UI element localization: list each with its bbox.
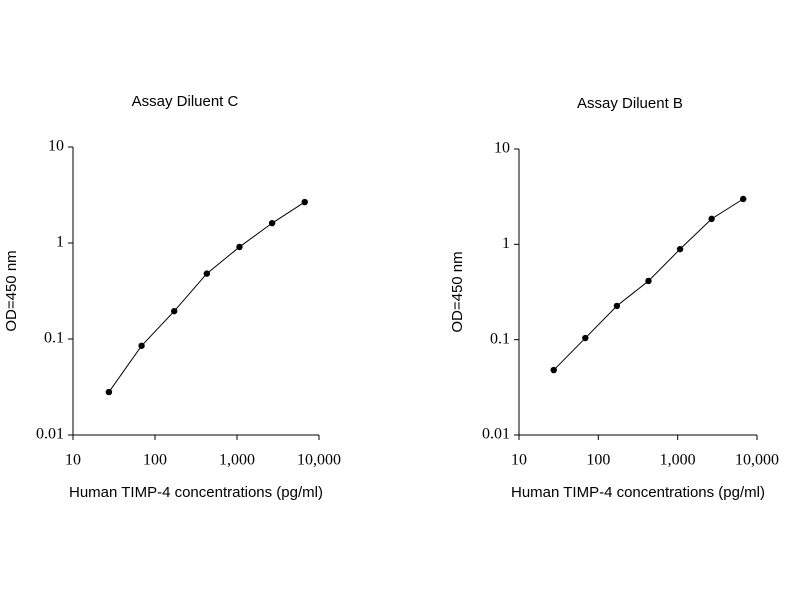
y-tick-label: 0.1 xyxy=(490,330,510,347)
data-point xyxy=(613,302,621,310)
y-tick-label: 0.01 xyxy=(36,426,64,443)
x-tick-label: 10,000 xyxy=(297,452,341,469)
x-tick-label: 1,000 xyxy=(219,452,255,469)
y-axis-label: OD=450 nm xyxy=(3,250,20,331)
data-point xyxy=(236,243,243,251)
data-point xyxy=(268,219,276,227)
chart-title: Assay Diluent C xyxy=(132,93,239,110)
data-point xyxy=(676,245,684,253)
data-point xyxy=(550,366,557,374)
data-point xyxy=(171,307,178,315)
x-tick-label: 100 xyxy=(586,452,610,469)
y-tick-label: 1 xyxy=(56,234,64,251)
x-tick-label: 10,000 xyxy=(735,452,779,469)
data-point xyxy=(708,215,715,223)
x-tick-label: 100 xyxy=(143,452,167,469)
x-axis-label: Human TIMP-4 concentrations (pg/ml) xyxy=(69,484,323,501)
data-line xyxy=(108,201,306,393)
data-point xyxy=(105,388,113,396)
data-point xyxy=(301,198,308,206)
y-tick-label: 1 xyxy=(502,235,510,252)
x-tick-label: 10 xyxy=(65,452,81,469)
data-point xyxy=(582,334,589,342)
x-axis-label: Human TIMP-4 concentrations (pg/ml) xyxy=(511,484,765,501)
chart-title: Assay Diluent B xyxy=(577,95,683,112)
y-axis-label: OD=450 nm xyxy=(449,251,466,332)
x-tick-label: 10 xyxy=(511,452,527,469)
data-point xyxy=(203,270,211,277)
y-tick-label: 10 xyxy=(494,140,510,157)
data-point xyxy=(739,195,747,203)
data-point xyxy=(645,277,652,285)
y-tick-label: 10 xyxy=(48,138,64,155)
data-line xyxy=(553,198,744,371)
y-tick-label: 0.01 xyxy=(482,426,510,443)
data-point xyxy=(138,342,145,349)
x-tick-label: 1,000 xyxy=(660,452,696,469)
y-tick-label: 0.1 xyxy=(44,330,64,347)
